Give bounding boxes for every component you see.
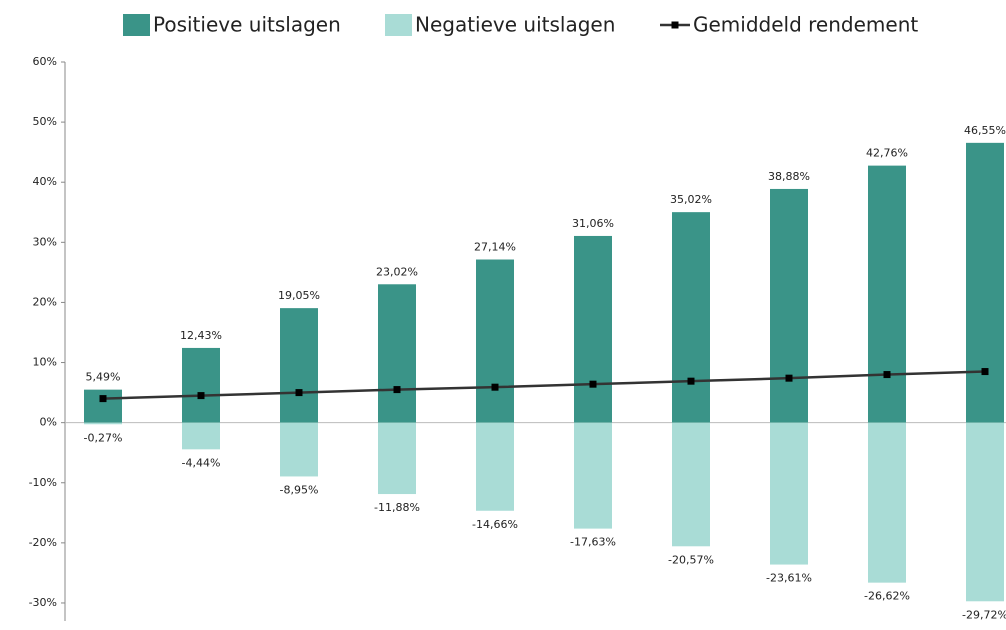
bar <box>378 284 416 423</box>
legend-label: Negatieve uitslagen <box>415 13 615 37</box>
bar <box>770 422 808 565</box>
data-label: 31,06% <box>572 217 614 230</box>
y-tick-label: -20% <box>29 536 57 549</box>
marker <box>981 368 989 376</box>
legend-swatch <box>123 14 150 36</box>
marker <box>883 371 891 379</box>
bar <box>966 422 1004 602</box>
bar <box>966 142 1004 423</box>
marker <box>785 374 793 382</box>
marker <box>295 389 303 397</box>
bar <box>476 422 514 511</box>
data-label: -4,44% <box>182 456 221 469</box>
y-tick-label: -10% <box>29 476 57 489</box>
legend-label: Positieve uitslagen <box>153 13 341 37</box>
data-label: -0,27% <box>84 431 123 444</box>
bar <box>574 422 612 529</box>
bar <box>84 389 122 423</box>
legend-label: Gemiddeld rendement <box>693 13 918 37</box>
bar <box>476 259 514 423</box>
data-label: -20,57% <box>668 553 714 566</box>
marker <box>687 377 695 385</box>
data-label: 35,02% <box>670 193 712 206</box>
bar <box>182 422 220 450</box>
data-label: 23,02% <box>376 265 418 278</box>
bar <box>868 422 906 583</box>
data-label: 19,05% <box>278 289 320 302</box>
data-label: -23,61% <box>766 572 812 585</box>
bar <box>84 422 122 425</box>
data-label: 38,88% <box>768 170 810 183</box>
data-label: -14,66% <box>472 518 518 531</box>
y-tick-label: 10% <box>33 356 57 369</box>
data-label: 12,43% <box>180 329 222 342</box>
data-label: 27,14% <box>474 241 516 254</box>
y-tick-label: 40% <box>33 175 57 188</box>
marker <box>491 383 499 391</box>
bar <box>574 235 612 423</box>
y-tick-label: -30% <box>29 596 57 609</box>
bar <box>182 347 220 423</box>
y-tick-label: 30% <box>33 235 57 248</box>
data-label: -29,72% <box>962 608 1006 621</box>
legend-marker <box>671 21 679 29</box>
data-label: 5,49% <box>86 371 121 384</box>
data-label: -11,88% <box>374 501 420 514</box>
y-tick-label: 0% <box>40 416 57 429</box>
bar <box>280 308 318 423</box>
marker <box>589 380 597 388</box>
data-label: 46,55% <box>964 124 1006 137</box>
y-tick-label: 20% <box>33 295 57 308</box>
bar <box>280 422 318 477</box>
marker <box>99 395 107 403</box>
legend-swatch <box>385 14 412 36</box>
bar <box>672 212 710 423</box>
bar <box>672 422 710 547</box>
marker <box>393 386 401 394</box>
data-label: -26,62% <box>864 590 910 603</box>
line <box>102 370 986 400</box>
data-label: -8,95% <box>280 483 319 496</box>
data-label: 42,76% <box>866 147 908 160</box>
y-tick-label: 60% <box>33 55 57 68</box>
data-label: -17,63% <box>570 536 616 549</box>
bar <box>868 165 906 423</box>
y-tick-label: 50% <box>33 115 57 128</box>
bar <box>770 188 808 423</box>
bar <box>378 422 416 495</box>
marker <box>197 392 205 400</box>
